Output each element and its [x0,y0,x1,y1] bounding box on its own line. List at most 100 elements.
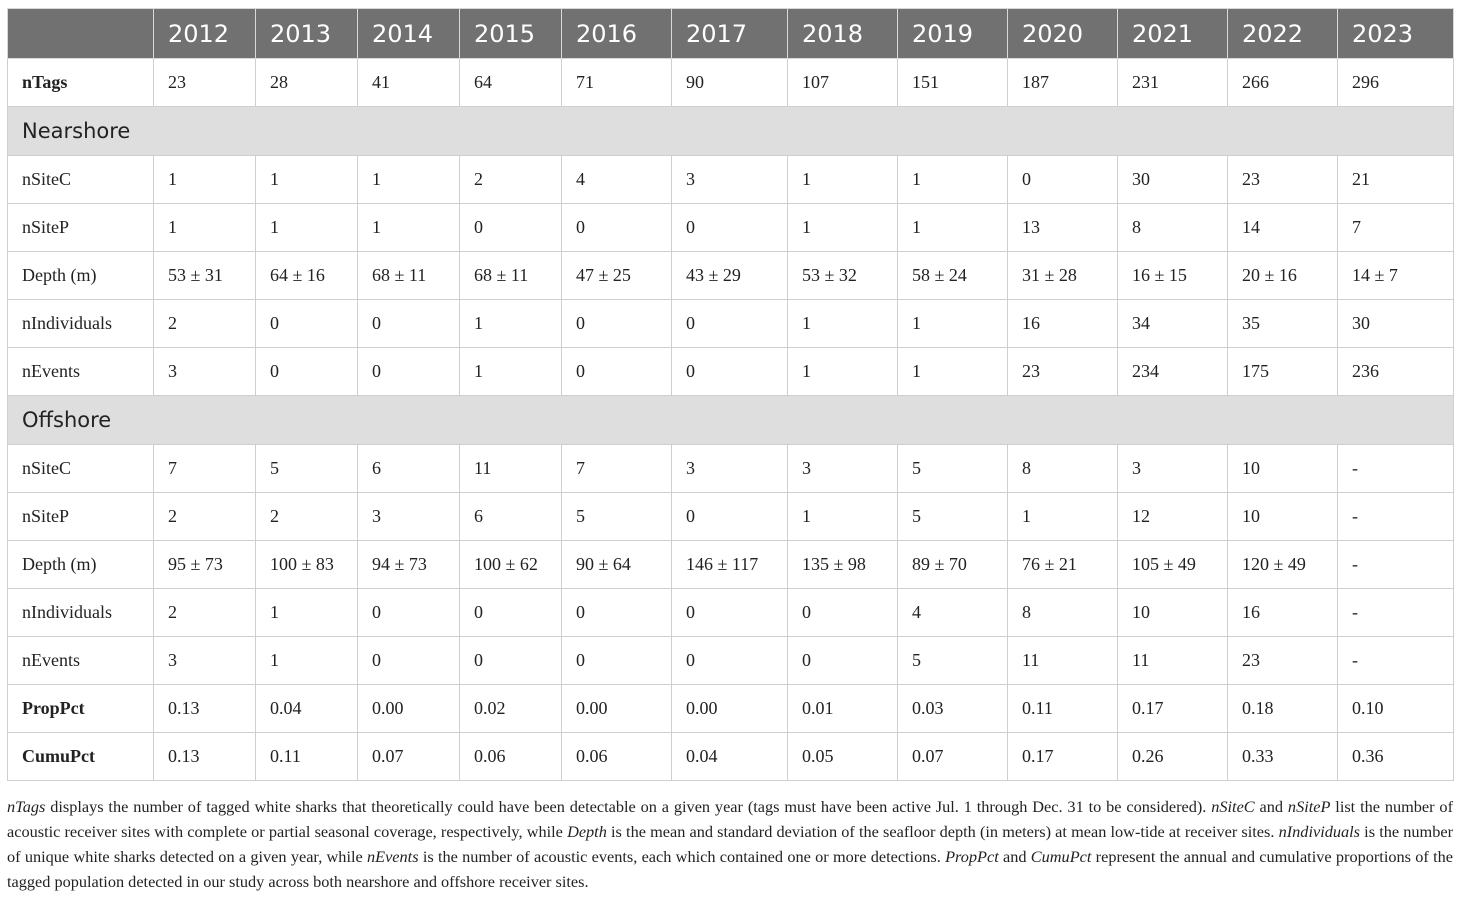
table-cell: 5 [897,444,1008,493]
header-year-2013: 2013 [255,8,358,59]
table-cell: 10 [1227,444,1338,493]
table-cell: 0 [787,588,898,637]
table-cell: 1 [459,299,562,348]
table-cell: - [1337,492,1454,541]
table-cell: 1 [787,203,898,252]
data-table: 2012 2013 2014 2015 2016 2017 2018 2019 2020 2021… [7,8,1454,781]
table-cell: 0.00 [357,684,460,733]
table-cell: 120 ± 49 [1227,540,1338,589]
table-cell: 187 [1007,58,1118,107]
row-label: nSiteP [7,492,154,541]
table-row: nEvents 3 0 0 1 0 0 1 1 23 234 175 236 [7,347,1454,396]
table-cell: 0.13 [153,684,256,733]
table-cell: 90 [671,58,788,107]
row-label: nSiteC [7,444,154,493]
row-label: nSiteP [7,203,154,252]
table-cell: 100 ± 83 [255,540,358,589]
footnote-term: PropPct [945,847,999,866]
table-cell: 11 [1007,636,1118,685]
table-cell: 0 [561,203,672,252]
footnote-term: nEvents [367,847,419,866]
footnote-term: nTags [7,797,46,816]
table-cell: 1 [255,203,358,252]
table-cell: 23 [1227,155,1338,204]
footnote-text: is the number of acoustic events, each w… [418,847,946,866]
header-row: 2012 2013 2014 2015 2016 2017 2018 2019 2020 2021… [7,8,1454,59]
table-cell: 76 ± 21 [1007,540,1118,589]
section-header-row: Nearshore [7,106,1454,156]
row-label: nTags [7,58,154,107]
table-cell: 7 [153,444,256,493]
row-label: nIndividuals [7,588,154,637]
table-cell: 234 [1117,347,1228,396]
table-cell: 23 [1007,347,1118,396]
table-cell: 3 [671,444,788,493]
table-cell: 68 ± 11 [459,251,562,300]
table-cell: 0 [357,299,460,348]
table-cell: 236 [1337,347,1454,396]
table-cell: 16 [1227,588,1338,637]
table-cell: 94 ± 73 [357,540,460,589]
table-cell: - [1337,540,1454,589]
table-cell: 0.06 [561,732,672,781]
table-cell: 0.05 [787,732,898,781]
table-cell: 89 ± 70 [897,540,1008,589]
table-cell: 0 [671,588,788,637]
table-cell: 0 [671,347,788,396]
table-cell: 0.03 [897,684,1008,733]
table-cell: 30 [1337,299,1454,348]
table-cell: 1 [153,155,256,204]
table-cell: 23 [1227,636,1338,685]
header-year-2021: 2021 [1117,8,1228,59]
table-cell: 0.17 [1117,684,1228,733]
table-cell: 5 [561,492,672,541]
table-row: Depth (m) 95 ± 73 100 ± 83 94 ± 73 100 ± 62 9… [7,540,1454,589]
table-cell: 0.17 [1007,732,1118,781]
header-year-2019: 2019 [897,8,1008,59]
table-cell: 175 [1227,347,1338,396]
table-cell: 64 [459,58,562,107]
table-cell: 231 [1117,58,1228,107]
table-cell: 13 [1007,203,1118,252]
table-row: CumuPct 0.13 0.11 0.07 0.06 0.06 0.04 0.05 0.07 0… [7,732,1454,781]
table-cell: 0.36 [1337,732,1454,781]
table-cell: 0 [1007,155,1118,204]
table-cell: 53 ± 32 [787,251,898,300]
header-year-2016: 2016 [561,8,672,59]
table-cell: 47 ± 25 [561,251,672,300]
table-cell: 53 ± 31 [153,251,256,300]
table-cell: 0 [357,588,460,637]
table-cell: 41 [357,58,460,107]
table-cell: 0.06 [459,732,562,781]
table-cell: 71 [561,58,672,107]
row-label: nSiteC [7,155,154,204]
table-cell: 0 [671,636,788,685]
header-year-2015: 2015 [459,8,562,59]
table-cell: 6 [459,492,562,541]
table-cell: 0.11 [1007,684,1118,733]
table-cell: 107 [787,58,898,107]
footnote-text: is the number of unique white sharks det… [7,822,1453,866]
row-label: PropPct [7,684,154,733]
table-cell: 0 [561,588,672,637]
header-year-2017: 2017 [671,8,788,59]
header-corner-cell [7,8,154,59]
footnote-text: and [1254,797,1288,816]
footnote-term: nIndividuals [1278,822,1361,841]
header-year-2014: 2014 [357,8,460,59]
table-cell: 266 [1227,58,1338,107]
table-row: Depth (m) 53 ± 31 64 ± 16 68 ± 11 68 ± 11 47 … [7,251,1454,300]
section-label: Nearshore [7,106,1454,156]
table-cell: 0.33 [1227,732,1338,781]
table-cell: 1 [255,636,358,685]
table-cell: 1 [787,347,898,396]
footnote-text: displays the number of tagged white shar… [45,797,1212,816]
table-cell: 1 [153,203,256,252]
table-cell: 1 [357,203,460,252]
table-cell: 1 [897,299,1008,348]
table-cell: 90 ± 64 [561,540,672,589]
table-cell: 8 [1117,203,1228,252]
table-cell: 10 [1227,492,1338,541]
table-cell: 11 [459,444,562,493]
table-cell: 12 [1117,492,1228,541]
